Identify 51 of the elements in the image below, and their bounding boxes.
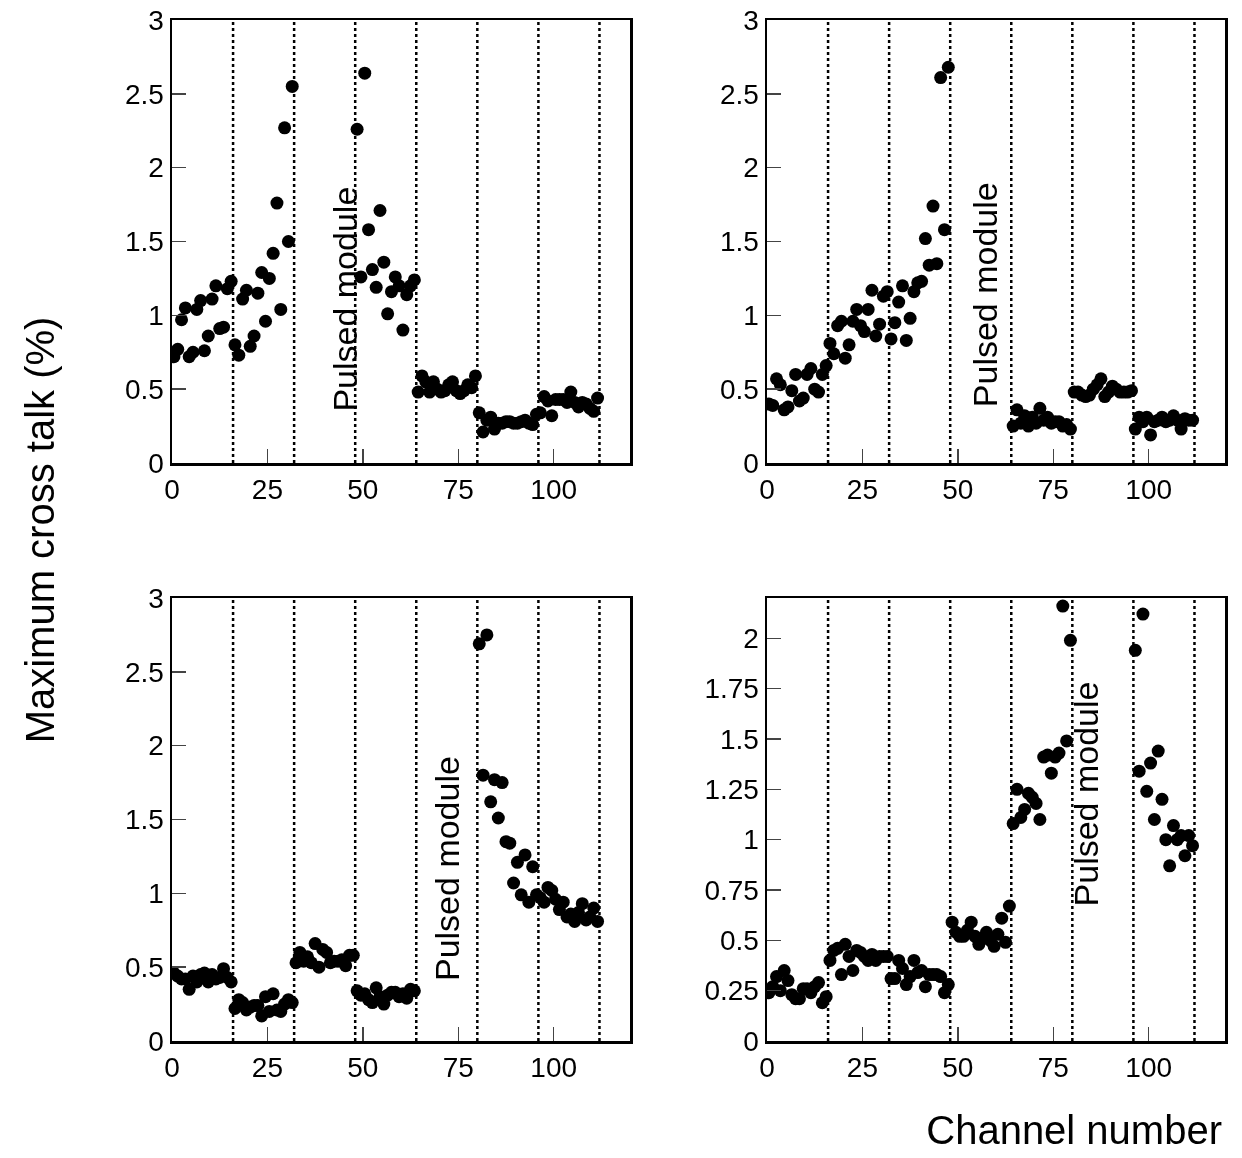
y-tick-label: 1.25 xyxy=(704,774,759,806)
y-tick-label: 1 xyxy=(743,300,759,332)
y-tick-label: 1 xyxy=(743,824,759,856)
x-tick-label: 25 xyxy=(251,474,283,506)
annotation: Pulsed module xyxy=(965,182,1004,408)
y-tick-label: 1.5 xyxy=(719,723,759,755)
y-tick-label: 0.5 xyxy=(124,951,164,983)
x-tick-label: 50 xyxy=(942,474,974,506)
x-tick-label: 75 xyxy=(1037,474,1069,506)
y-tick-label: 2 xyxy=(148,730,164,762)
y-tick-label: 0.5 xyxy=(719,373,759,405)
x-tick-label: 50 xyxy=(347,474,379,506)
y-tick-label: 2 xyxy=(743,623,759,655)
x-tick-label: 50 xyxy=(942,1052,974,1084)
x-tick-label: 100 xyxy=(1125,474,1173,506)
y-tick-label: 3 xyxy=(743,4,759,36)
y-tick-label: 0 xyxy=(148,1025,164,1057)
y-tick-label: 1.5 xyxy=(124,226,164,258)
y-tick-label: 2.5 xyxy=(124,78,164,110)
y-tick-label: 0.5 xyxy=(124,373,164,405)
y-tick-label: 0 xyxy=(743,1025,759,1057)
y-tick-label: 0 xyxy=(148,447,164,479)
y-tick-label: 1.5 xyxy=(719,226,759,258)
x-tick-label: 100 xyxy=(530,474,578,506)
annotation: Pulsed module xyxy=(1067,681,1106,907)
x-tick-label: 75 xyxy=(1037,1052,1069,1084)
x-tick-label: 75 xyxy=(442,474,474,506)
y-tick-label: 1 xyxy=(148,300,164,332)
y-tick-label: 0 xyxy=(743,447,759,479)
y-tick-label: 0.25 xyxy=(704,975,759,1007)
annotation: Pulsed module xyxy=(427,756,466,982)
y-tick-label: 1.5 xyxy=(124,804,164,836)
y-axis-title: Maximum cross talk (%) xyxy=(17,316,63,744)
y-tick-label: 1 xyxy=(148,878,164,910)
y-tick-label: 3 xyxy=(148,582,164,614)
y-tick-label: 1.75 xyxy=(704,673,759,705)
y-tick-label: 2 xyxy=(148,152,164,184)
x-tick-label: 100 xyxy=(530,1052,578,1084)
y-tick-label: 0.5 xyxy=(719,925,759,957)
x-tick-label: 25 xyxy=(846,474,878,506)
x-axis-title: Channel number xyxy=(926,1108,1222,1153)
y-tick-label: 0.75 xyxy=(704,874,759,906)
x-tick-label: 50 xyxy=(347,1052,379,1084)
y-tick-label: 3 xyxy=(148,4,164,36)
y-tick-label: 2.5 xyxy=(719,78,759,110)
x-tick-label: 25 xyxy=(846,1052,878,1084)
x-tick-label: 75 xyxy=(442,1052,474,1084)
x-tick-label: 100 xyxy=(1125,1052,1173,1084)
y-tick-label: 2 xyxy=(743,152,759,184)
y-tick-label: 2.5 xyxy=(124,656,164,688)
x-tick-label: 25 xyxy=(251,1052,283,1084)
